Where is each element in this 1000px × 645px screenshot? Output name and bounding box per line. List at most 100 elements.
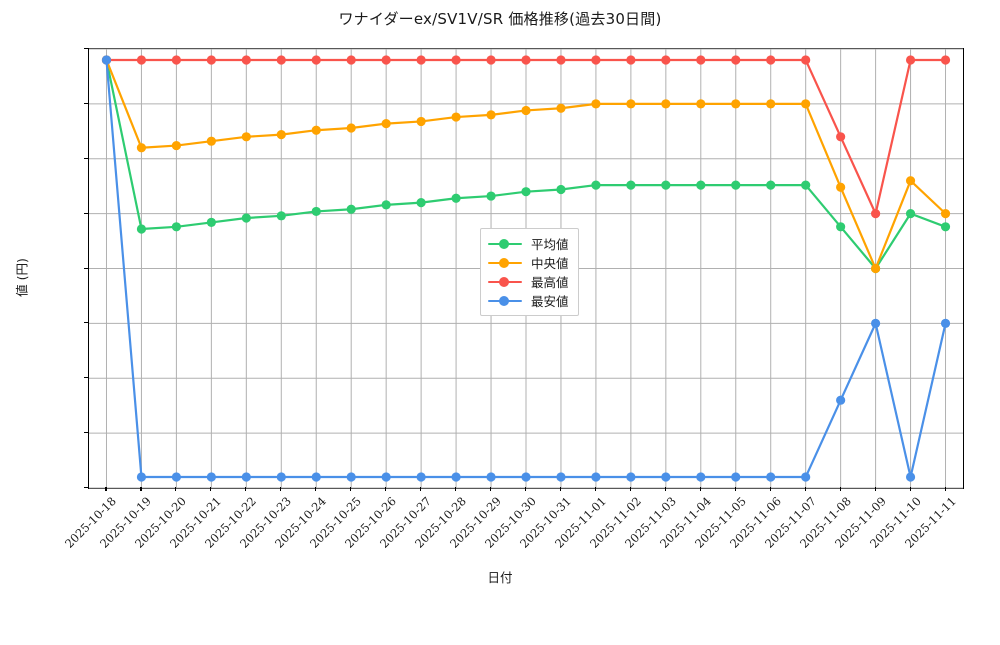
data-point-marker[interactable]	[626, 55, 636, 65]
data-point-marker[interactable]	[346, 55, 356, 65]
legend-item-2[interactable]: 中央値	[488, 253, 569, 272]
data-point-marker[interactable]	[101, 55, 112, 65]
legend-item-1[interactable]: 平均値	[488, 234, 569, 253]
data-point-marker[interactable]	[136, 143, 147, 153]
data-point-marker[interactable]	[346, 123, 356, 133]
data-point-marker[interactable]	[940, 55, 951, 65]
data-point-marker[interactable]	[905, 55, 916, 65]
data-point-marker[interactable]	[451, 55, 461, 65]
data-point-marker[interactable]	[171, 472, 181, 482]
data-point-marker[interactable]	[591, 472, 601, 482]
data-point-marker[interactable]	[871, 263, 881, 274]
data-point-marker[interactable]	[276, 55, 286, 65]
data-point-marker[interactable]	[626, 472, 636, 482]
data-point-marker[interactable]	[171, 222, 181, 232]
data-point-marker[interactable]	[521, 105, 531, 116]
data-point-marker[interactable]	[486, 472, 496, 482]
data-point-marker[interactable]	[206, 472, 216, 482]
data-point-marker[interactable]	[416, 116, 426, 127]
data-point-marker[interactable]	[836, 222, 846, 232]
data-point-marker[interactable]	[346, 204, 356, 214]
data-point-marker[interactable]	[591, 55, 601, 65]
data-point-marker[interactable]	[556, 184, 566, 195]
data-point-marker[interactable]	[591, 99, 601, 109]
data-point-marker[interactable]	[940, 209, 951, 219]
data-point-marker[interactable]	[381, 119, 391, 129]
data-point-marker[interactable]	[276, 472, 286, 482]
data-point-marker[interactable]	[451, 193, 461, 203]
data-point-marker[interactable]	[346, 472, 356, 482]
data-point-marker[interactable]	[801, 99, 811, 109]
legend-item-3[interactable]: 最高値	[488, 272, 569, 291]
data-point-marker[interactable]	[311, 472, 321, 482]
data-point-marker[interactable]	[556, 55, 566, 65]
data-point-marker[interactable]	[766, 180, 776, 190]
data-point-marker[interactable]	[940, 222, 951, 232]
data-point-marker[interactable]	[905, 176, 916, 186]
data-point-marker[interactable]	[381, 200, 391, 210]
data-point-marker[interactable]	[661, 180, 671, 190]
data-point-marker[interactable]	[241, 55, 251, 65]
data-point-marker[interactable]	[521, 472, 531, 482]
data-point-marker[interactable]	[416, 198, 426, 208]
data-point-marker[interactable]	[416, 55, 426, 65]
data-point-marker[interactable]	[311, 55, 321, 65]
data-point-marker[interactable]	[241, 213, 251, 223]
data-point-marker[interactable]	[871, 318, 881, 328]
data-point-marker[interactable]	[696, 55, 706, 65]
data-point-marker[interactable]	[451, 472, 461, 482]
data-point-marker[interactable]	[836, 132, 846, 142]
data-point-marker[interactable]	[206, 55, 216, 65]
data-point-marker[interactable]	[416, 472, 426, 482]
data-point-marker[interactable]	[696, 99, 706, 109]
legend-item-4[interactable]: 最安値	[488, 291, 569, 310]
data-point-marker[interactable]	[871, 209, 881, 219]
data-point-marker[interactable]	[731, 99, 741, 109]
data-point-marker[interactable]	[801, 55, 811, 65]
data-point-marker[interactable]	[766, 99, 776, 109]
data-point-marker[interactable]	[696, 472, 706, 482]
data-point-marker[interactable]	[276, 211, 286, 221]
data-point-marker[interactable]	[556, 472, 566, 482]
data-point-marker[interactable]	[731, 180, 741, 190]
data-point-marker[interactable]	[521, 55, 531, 65]
data-point-marker[interactable]	[486, 110, 496, 120]
data-point-marker[interactable]	[836, 395, 846, 405]
data-point-marker[interactable]	[626, 180, 636, 190]
data-point-marker[interactable]	[381, 55, 391, 65]
data-point-marker[interactable]	[311, 125, 321, 135]
data-point-marker[interactable]	[591, 180, 601, 190]
data-point-marker[interactable]	[766, 472, 776, 482]
data-point-marker[interactable]	[136, 224, 147, 234]
data-point-marker[interactable]	[905, 472, 916, 482]
data-point-marker[interactable]	[486, 191, 496, 201]
data-point-marker[interactable]	[731, 472, 741, 482]
data-point-marker[interactable]	[136, 472, 147, 482]
data-point-marker[interactable]	[696, 180, 706, 190]
data-point-marker[interactable]	[556, 103, 566, 113]
data-point-marker[interactable]	[206, 217, 216, 228]
data-point-marker[interactable]	[731, 55, 741, 65]
data-point-marker[interactable]	[626, 99, 636, 109]
data-point-marker[interactable]	[940, 318, 951, 328]
data-point-marker[interactable]	[661, 99, 671, 109]
data-point-marker[interactable]	[381, 472, 391, 482]
data-point-marker[interactable]	[801, 472, 811, 482]
data-point-marker[interactable]	[311, 206, 321, 217]
data-point-marker[interactable]	[801, 180, 811, 190]
data-point-marker[interactable]	[171, 55, 181, 65]
data-point-marker[interactable]	[241, 472, 251, 482]
data-point-marker[interactable]	[206, 136, 216, 146]
data-point-marker[interactable]	[171, 140, 181, 151]
data-point-marker[interactable]	[836, 182, 846, 192]
data-point-marker[interactable]	[486, 55, 496, 65]
data-point-marker[interactable]	[521, 187, 531, 197]
data-point-marker[interactable]	[766, 55, 776, 65]
data-point-marker[interactable]	[241, 132, 251, 142]
data-point-marker[interactable]	[276, 130, 286, 140]
data-point-marker[interactable]	[905, 209, 916, 219]
data-point-marker[interactable]	[661, 472, 671, 482]
data-point-marker[interactable]	[136, 55, 147, 65]
data-point-marker[interactable]	[451, 112, 461, 122]
data-point-marker[interactable]	[661, 55, 671, 65]
